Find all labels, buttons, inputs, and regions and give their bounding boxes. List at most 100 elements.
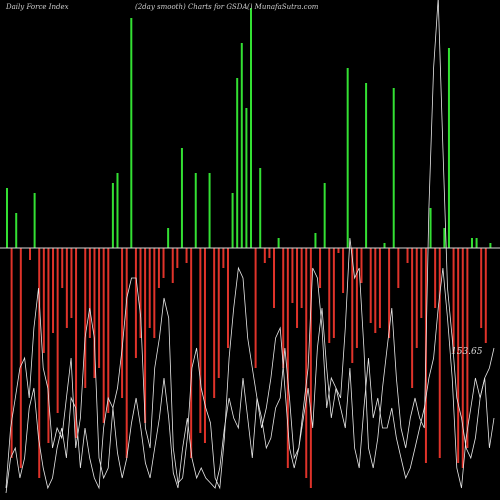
bar — [130, 18, 133, 248]
bar — [65, 248, 68, 328]
bar — [314, 233, 317, 248]
bar — [378, 248, 381, 328]
bar — [61, 248, 64, 288]
bar — [93, 248, 96, 378]
bar — [38, 248, 41, 478]
bar — [429, 208, 432, 248]
bar — [268, 248, 271, 258]
bar — [351, 248, 354, 363]
bar — [250, 8, 252, 248]
bar — [447, 48, 450, 248]
bar — [10, 248, 13, 458]
bar — [56, 248, 59, 413]
bar — [116, 173, 119, 248]
bar — [15, 213, 18, 248]
bar — [443, 228, 446, 248]
chart-title-right: () MunafaSutra.com — [247, 3, 319, 11]
bar — [226, 248, 229, 348]
bar — [383, 243, 386, 248]
bar — [236, 78, 239, 248]
bar — [107, 248, 110, 413]
bar — [305, 248, 308, 478]
bar — [75, 248, 78, 438]
bar — [466, 248, 469, 448]
bar — [300, 248, 303, 308]
bar — [263, 248, 266, 263]
bar — [42, 248, 45, 353]
bar — [392, 88, 395, 248]
bar — [153, 248, 156, 338]
bar — [369, 248, 372, 323]
bar — [231, 193, 234, 248]
bar — [374, 248, 377, 333]
bar — [346, 68, 349, 248]
bar — [47, 248, 50, 443]
bar — [157, 248, 160, 288]
bar — [6, 188, 8, 248]
bar — [98, 248, 101, 368]
bar — [360, 248, 363, 283]
bar — [397, 248, 400, 288]
bar — [470, 238, 473, 248]
bar — [148, 248, 151, 328]
bar — [475, 238, 478, 248]
bar — [457, 248, 460, 463]
bar — [342, 248, 345, 293]
bar — [88, 248, 91, 338]
bar — [254, 248, 257, 368]
bar — [365, 83, 368, 248]
bar — [296, 248, 299, 328]
force-index-line — [5, 0, 495, 490]
bar — [213, 248, 216, 398]
bar — [222, 248, 225, 268]
chart-title-left: Daily Force Index — [6, 3, 69, 11]
bar — [291, 248, 294, 303]
last-value-label: 153.65 — [451, 347, 483, 357]
bar — [171, 248, 174, 283]
bar — [484, 248, 487, 343]
bar — [286, 248, 289, 468]
bar — [139, 248, 142, 338]
bar — [102, 248, 105, 423]
bar — [70, 248, 73, 318]
bar — [337, 248, 340, 253]
bar — [144, 248, 147, 423]
force-index-line — [5, 267, 495, 494]
bar — [176, 248, 179, 268]
bar — [332, 248, 335, 338]
bar — [29, 248, 32, 260]
bar — [415, 248, 418, 348]
bar — [328, 248, 331, 343]
bar — [411, 248, 414, 388]
bar — [277, 238, 280, 248]
bar — [111, 183, 114, 248]
bar — [199, 248, 202, 433]
bar — [185, 248, 188, 263]
bar — [273, 248, 276, 308]
bar — [162, 248, 165, 278]
bar — [180, 148, 183, 248]
bar — [84, 248, 87, 388]
bar — [134, 248, 137, 358]
bar — [121, 248, 124, 398]
bar — [420, 248, 423, 318]
bar — [323, 183, 326, 248]
bar — [203, 248, 206, 443]
bar — [434, 248, 437, 308]
bar — [19, 248, 22, 468]
bar — [217, 248, 220, 378]
bar — [489, 243, 492, 248]
bar — [259, 168, 262, 248]
bar — [208, 173, 211, 248]
bar — [167, 228, 170, 248]
bar — [461, 248, 464, 468]
bar — [438, 248, 441, 458]
chart-title-center: (2day smooth) Charts for GSDA — [135, 3, 248, 11]
bar — [33, 193, 36, 248]
bar — [245, 108, 248, 248]
bar — [240, 43, 243, 248]
bar — [282, 248, 285, 368]
bar — [194, 173, 197, 248]
